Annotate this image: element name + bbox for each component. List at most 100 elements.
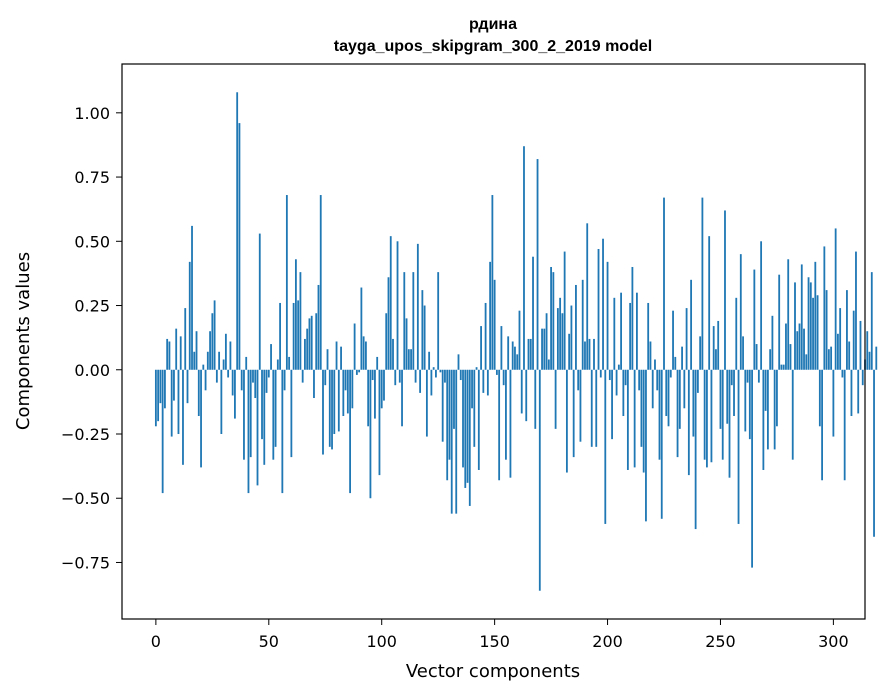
bar	[498, 369, 501, 481]
bar	[735, 297, 738, 370]
bar	[827, 349, 830, 370]
bar	[663, 197, 665, 370]
bar	[173, 369, 175, 401]
bar	[349, 369, 351, 494]
bar	[319, 195, 322, 370]
bar	[821, 369, 823, 481]
bar	[457, 354, 460, 370]
bar	[733, 369, 735, 417]
bar	[234, 369, 236, 419]
bar	[362, 336, 365, 370]
bar	[464, 369, 467, 488]
bar	[667, 369, 670, 427]
bar	[333, 369, 336, 434]
bar	[164, 369, 166, 409]
bar	[428, 351, 431, 370]
bar	[414, 369, 417, 383]
bar	[473, 369, 476, 447]
bar	[331, 369, 333, 450]
x-tick-label: 100	[366, 632, 397, 651]
bar	[694, 369, 697, 530]
bar	[394, 369, 397, 386]
y-tick-label: −0.75	[61, 553, 110, 572]
bar	[355, 369, 358, 375]
bar	[676, 369, 679, 458]
bar	[297, 300, 300, 370]
bar	[258, 233, 261, 370]
bar	[669, 369, 672, 378]
bar	[875, 346, 878, 370]
bar	[651, 369, 654, 409]
bar	[236, 92, 239, 370]
bar	[611, 369, 613, 440]
bar	[353, 323, 356, 370]
bar	[360, 287, 363, 370]
bar	[624, 369, 627, 386]
bar	[308, 318, 311, 370]
bar	[809, 282, 812, 370]
bar	[166, 338, 169, 370]
bar	[376, 356, 379, 370]
bar	[396, 241, 399, 370]
bar	[647, 302, 650, 370]
bar	[805, 354, 808, 370]
bar	[687, 369, 690, 476]
bar	[776, 369, 778, 427]
bar	[547, 359, 550, 370]
bar	[224, 333, 227, 370]
bar	[346, 369, 349, 414]
bar	[683, 369, 686, 409]
bar	[299, 272, 302, 370]
bar	[432, 367, 435, 370]
bar	[206, 351, 209, 370]
bar	[182, 369, 184, 465]
bar	[419, 369, 422, 393]
bar	[322, 369, 324, 455]
bar	[850, 369, 853, 417]
bar	[615, 369, 618, 396]
bar	[593, 338, 595, 370]
bar	[292, 302, 295, 370]
bar	[491, 195, 494, 370]
bar	[387, 277, 390, 370]
bar	[568, 333, 571, 370]
bar	[482, 369, 485, 393]
bar	[168, 341, 171, 370]
bar	[484, 302, 487, 370]
bar	[543, 328, 546, 370]
bar	[678, 369, 681, 429]
bar	[570, 305, 573, 370]
bar	[231, 369, 234, 396]
bar	[541, 328, 543, 370]
bar	[453, 369, 455, 429]
bar	[712, 326, 715, 370]
bar	[640, 369, 643, 447]
bar	[780, 364, 783, 370]
bar	[868, 351, 871, 370]
bar	[374, 369, 376, 419]
x-tick-label: 300	[818, 632, 849, 651]
bar	[534, 369, 537, 429]
bar	[565, 369, 568, 473]
bar-series	[154, 92, 878, 591]
bar	[435, 369, 437, 378]
bar	[536, 159, 539, 370]
bar	[279, 302, 281, 370]
bar	[597, 249, 600, 370]
bar	[462, 369, 464, 468]
bar	[586, 223, 589, 370]
bar	[554, 369, 557, 429]
bar	[523, 146, 525, 370]
bar	[796, 331, 799, 370]
bar	[843, 369, 846, 481]
bar	[202, 364, 205, 370]
bar	[252, 369, 254, 383]
bar	[367, 369, 370, 427]
bar	[161, 369, 164, 494]
bar	[649, 341, 652, 370]
bar	[692, 369, 695, 437]
bar	[726, 369, 729, 424]
bar	[423, 305, 426, 370]
bar	[706, 369, 708, 468]
bar	[412, 272, 415, 370]
